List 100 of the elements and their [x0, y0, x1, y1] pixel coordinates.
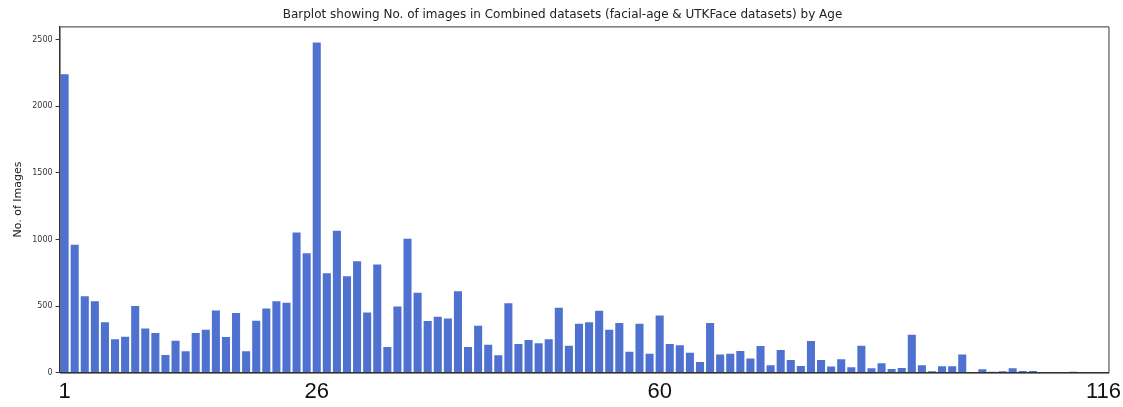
- bar: [544, 339, 553, 373]
- bar: [665, 343, 674, 373]
- bar: [817, 359, 826, 373]
- y-tick-label: 2500: [32, 34, 53, 44]
- bar: [121, 336, 130, 373]
- chart-title: Barplot showing No. of images in Combined datasets (facial-age & UTKFace datasets) by Age: [282, 7, 843, 22]
- bar: [252, 320, 261, 373]
- bar: [1008, 368, 1017, 373]
- bar: [111, 339, 120, 373]
- x-tick-label: 60: [647, 377, 672, 403]
- bar: [494, 355, 503, 373]
- bar: [756, 345, 765, 373]
- bar: [272, 301, 281, 373]
- bar: [131, 305, 140, 373]
- bar: [585, 322, 594, 373]
- bar: [353, 261, 362, 373]
- bar: [262, 308, 271, 373]
- bar: [403, 238, 412, 373]
- bar: [433, 316, 442, 373]
- x-tick-label: 26: [304, 377, 329, 403]
- bar: [242, 351, 251, 373]
- bar: [474, 325, 483, 373]
- bar: [171, 340, 180, 373]
- bar: [635, 323, 644, 373]
- y-tick-label: 500: [37, 301, 53, 311]
- bar: [595, 310, 604, 373]
- bar: [766, 365, 775, 373]
- bar: [776, 349, 785, 373]
- bar: [675, 345, 684, 373]
- bar: [867, 368, 876, 373]
- bar: [534, 343, 543, 373]
- y-tick-label: 2000: [32, 101, 53, 111]
- bar: [423, 321, 432, 373]
- bar: [796, 365, 805, 373]
- bar: [746, 358, 755, 373]
- x-tick-label: 116: [1085, 377, 1121, 403]
- bar: [837, 359, 846, 373]
- bar: [484, 344, 493, 373]
- bar: [877, 363, 886, 373]
- bar: [917, 365, 926, 373]
- bar: [857, 345, 866, 373]
- bar: [363, 312, 372, 373]
- bar: [232, 313, 241, 373]
- x-tick-label: 1: [58, 377, 71, 403]
- bar: [887, 369, 896, 373]
- bar: [221, 337, 231, 373]
- bar: [655, 315, 664, 373]
- bar: [564, 345, 573, 373]
- bar: [373, 264, 382, 373]
- bar: [191, 333, 200, 373]
- bar: [161, 355, 170, 373]
- bar: [201, 329, 210, 373]
- bar: [383, 347, 392, 373]
- bar: [342, 276, 352, 373]
- bar: [312, 42, 321, 373]
- bar: [393, 306, 402, 373]
- bar: [141, 328, 150, 373]
- bar: [938, 366, 947, 373]
- bar: [70, 244, 79, 373]
- bar: [847, 367, 856, 373]
- bar: [948, 366, 957, 373]
- bar: [332, 230, 341, 373]
- bar: [282, 302, 291, 373]
- bar: [151, 333, 160, 373]
- bar: [574, 323, 584, 373]
- bar: [706, 323, 715, 373]
- bar: [726, 353, 735, 373]
- y-tick-label: 1500: [32, 167, 53, 177]
- bar: [292, 232, 301, 373]
- bar: [181, 351, 190, 373]
- bar: [100, 322, 109, 373]
- bar: [464, 347, 473, 373]
- y-axis-title: No. of Images: [11, 161, 25, 238]
- bar: [322, 273, 331, 373]
- bar: [615, 323, 624, 373]
- bar: [907, 334, 916, 373]
- bar: [897, 367, 906, 373]
- bar: [716, 354, 725, 373]
- bar: [504, 303, 513, 373]
- bar: [514, 343, 523, 373]
- bar: [736, 351, 745, 373]
- bar: [605, 329, 614, 373]
- bar: [645, 353, 654, 373]
- bar: [453, 291, 462, 373]
- y-tick-label: 0: [47, 367, 53, 377]
- bar: [958, 354, 967, 373]
- bar: [413, 292, 422, 373]
- bar: [554, 307, 563, 373]
- bar: [60, 74, 69, 373]
- bar: [786, 359, 795, 373]
- bar: [302, 253, 311, 373]
- bar: [827, 366, 836, 373]
- bar: [90, 301, 99, 373]
- bar: [443, 318, 452, 373]
- bar: [695, 361, 705, 373]
- bar: [80, 296, 89, 373]
- bar: [211, 310, 220, 373]
- bar: [524, 339, 533, 373]
- bar: [685, 352, 694, 373]
- bar: [625, 351, 634, 373]
